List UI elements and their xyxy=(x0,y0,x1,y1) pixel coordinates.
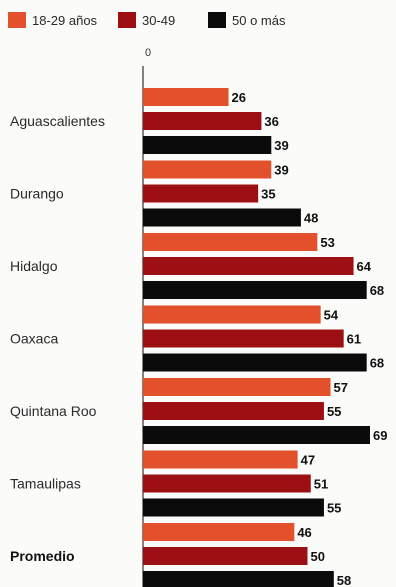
category-label: Oaxaca xyxy=(10,331,58,347)
data-label: 35 xyxy=(261,187,275,202)
bar xyxy=(143,329,344,348)
bar xyxy=(143,208,301,227)
plot-area: Aguascalientes 26 36 39 Durango 39 35 48 Hidalgo… xyxy=(10,88,387,587)
x-axis-zero-tick-label: 0 xyxy=(145,47,151,59)
data-label: 48 xyxy=(304,211,318,226)
category-label: Promedio xyxy=(10,548,75,564)
category-label: Hidalgo xyxy=(10,258,58,274)
legend-label-1: 18-29 años xyxy=(32,13,98,28)
category-group: Tamaulipas 47 51 55 xyxy=(10,450,341,517)
bar xyxy=(143,136,272,154)
bar xyxy=(143,353,367,372)
data-label: 47 xyxy=(301,453,315,468)
data-label: 53 xyxy=(320,235,334,250)
category-group: Oaxaca 54 61 68 xyxy=(10,305,384,372)
data-label: 64 xyxy=(357,259,372,274)
bar xyxy=(143,160,272,179)
bar xyxy=(143,257,354,275)
category-label: Aguascalientes xyxy=(10,113,105,129)
legend-label-2: 30-49 xyxy=(142,13,175,28)
category-group: Quintana Roo 57 55 69 xyxy=(10,378,387,444)
legend-swatch-3 xyxy=(208,12,226,28)
bar xyxy=(143,547,308,565)
data-label: 61 xyxy=(347,332,361,347)
bar xyxy=(143,474,311,493)
category-group: Durango 39 35 48 xyxy=(10,160,318,227)
data-label: 55 xyxy=(327,404,341,419)
data-label: 51 xyxy=(314,477,328,492)
bar xyxy=(143,426,370,444)
bar xyxy=(143,523,295,541)
legend-label-3: 50 o más xyxy=(232,13,286,28)
bar xyxy=(143,571,334,587)
data-label: 39 xyxy=(274,163,288,178)
data-label: 55 xyxy=(327,501,341,516)
data-label: 68 xyxy=(370,356,384,371)
bar xyxy=(143,184,259,203)
category-group: Aguascalientes 26 36 39 xyxy=(10,88,289,154)
bar xyxy=(143,281,367,299)
data-label: 54 xyxy=(324,308,339,323)
category-group: Hidalgo 53 64 68 xyxy=(10,233,384,299)
category-group: Promedio 46 50 58 xyxy=(10,523,351,587)
bar xyxy=(143,112,262,130)
bar xyxy=(143,450,298,469)
category-label: Quintana Roo xyxy=(10,403,97,419)
data-label: 36 xyxy=(264,114,278,129)
category-label: Tamaulipas xyxy=(10,476,81,492)
bar xyxy=(143,498,324,517)
data-label: 69 xyxy=(373,428,387,443)
bar xyxy=(143,88,229,106)
data-label: 46 xyxy=(297,525,311,540)
bar xyxy=(143,233,318,251)
data-label: 57 xyxy=(334,380,348,395)
bar xyxy=(143,402,324,420)
data-label: 50 xyxy=(310,549,324,564)
data-label: 39 xyxy=(274,138,288,153)
legend: 18-29 años 30-49 50 o más xyxy=(8,12,286,28)
category-label: Durango xyxy=(10,186,64,202)
data-label: 26 xyxy=(232,90,246,105)
data-label: 58 xyxy=(337,573,351,587)
legend-swatch-2 xyxy=(118,12,136,28)
data-label: 68 xyxy=(370,283,384,298)
bar xyxy=(143,378,331,396)
bar xyxy=(143,305,321,324)
legend-swatch-1 xyxy=(8,12,26,28)
